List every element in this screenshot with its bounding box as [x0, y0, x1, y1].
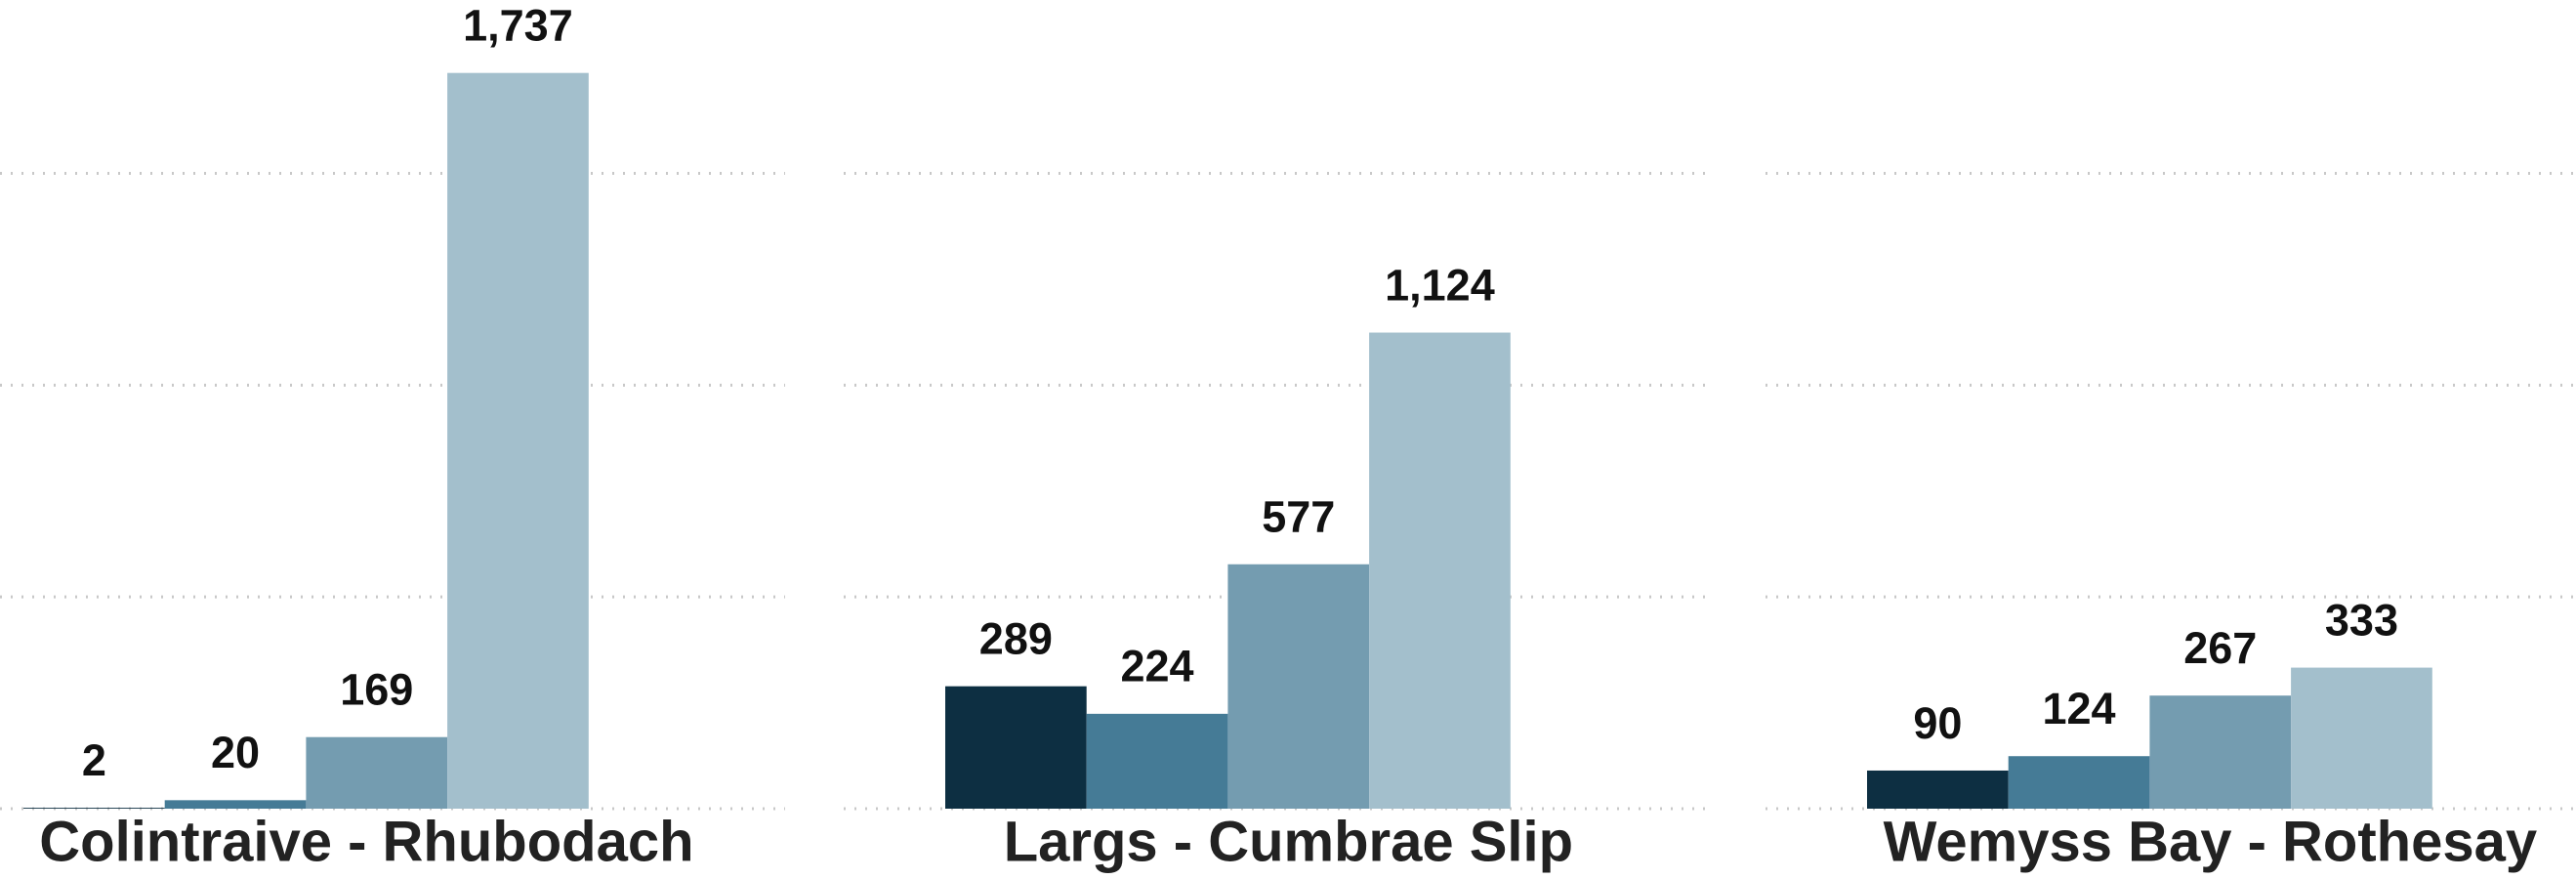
bar: [1086, 713, 1228, 809]
bar: [1227, 564, 1370, 809]
value-label: 267: [2183, 623, 2257, 673]
value-label: 169: [340, 665, 413, 715]
value-label: 1,737: [463, 1, 573, 51]
category-label: Wemyss Bay - Rothesay: [1884, 810, 2537, 873]
category-label: Colintraive - Rhubodach: [39, 810, 693, 873]
value-label: 20: [211, 728, 260, 777]
category-label: Largs - Cumbrae Slip: [1004, 810, 1573, 873]
value-label: 2: [82, 735, 106, 785]
bar: [23, 808, 165, 809]
bar: [945, 686, 1087, 809]
bar: [1867, 770, 2009, 809]
bar: [2149, 695, 2292, 809]
value-label: 124: [2043, 684, 2116, 733]
bar: [306, 736, 448, 809]
bar: [2291, 667, 2432, 809]
value-label: 333: [2325, 595, 2398, 645]
value-label: 1,124: [1385, 260, 1495, 310]
bar: [2008, 756, 2150, 809]
value-label: 289: [979, 614, 1053, 664]
value-label: 577: [1262, 492, 1335, 542]
bar: [447, 72, 589, 809]
value-label: 224: [1121, 642, 1194, 691]
value-label: 90: [1913, 698, 1962, 748]
bar: [1369, 332, 1511, 809]
bar: [164, 800, 307, 809]
